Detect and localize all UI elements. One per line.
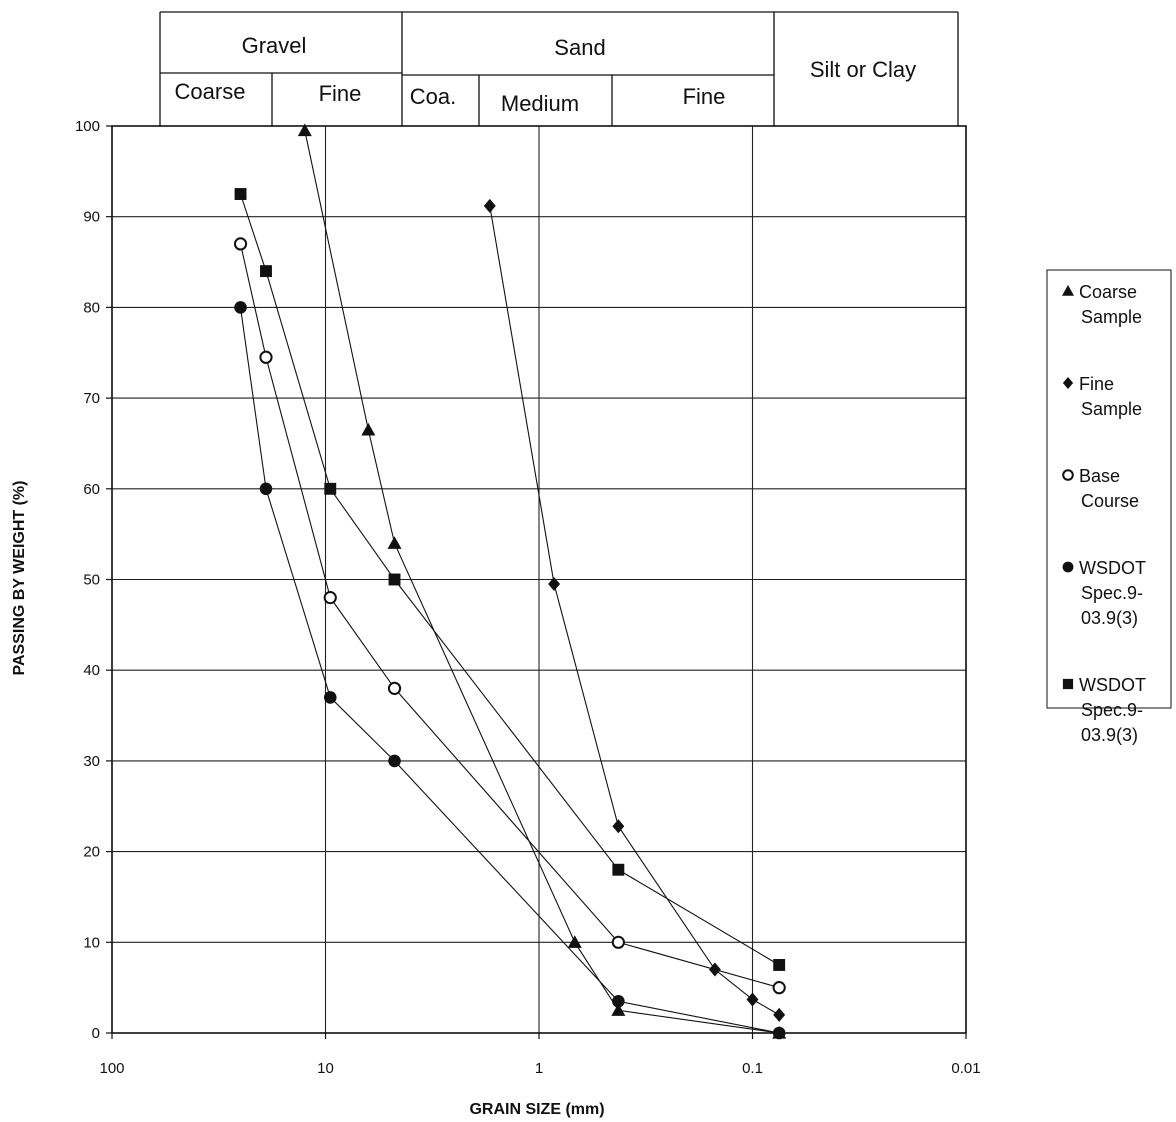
y-tick-label: 0 <box>92 1025 100 1042</box>
legend-label: Sample <box>1081 399 1142 419</box>
data-point <box>773 959 786 971</box>
data-point <box>361 422 376 436</box>
legend-label: WSDOT <box>1079 558 1146 578</box>
data-point <box>772 981 786 995</box>
x-tick-label: 100 <box>99 1060 124 1077</box>
gravel-fine-label: Fine <box>319 81 362 106</box>
y-tick-label: 30 <box>83 753 100 770</box>
series-line <box>239 243 780 989</box>
data-point <box>611 1003 626 1016</box>
series-line <box>239 307 780 1034</box>
y-tick-label: 90 <box>83 209 100 226</box>
sand-fine-label: Fine <box>683 84 726 109</box>
legend-label: Fine <box>1079 374 1114 394</box>
x-axis-title: GRAIN SIZE (mm) <box>469 1101 604 1118</box>
y-tick-label: 40 <box>83 662 100 679</box>
x-tick-label: 0.1 <box>742 1060 763 1077</box>
data-point <box>483 198 496 213</box>
data-point <box>234 301 247 314</box>
data-point <box>387 536 402 549</box>
legend-label: Spec.9- <box>1081 583 1143 603</box>
legend-label: WSDOT <box>1079 675 1146 695</box>
series-line <box>239 193 780 966</box>
series-triangle <box>297 123 787 1039</box>
data-point <box>388 573 401 586</box>
y-tick-label: 20 <box>83 844 100 861</box>
data-point <box>324 482 337 495</box>
data-point <box>259 482 273 496</box>
x-axis-ticks: 100 10 1 0.1 0.01 <box>99 1033 981 1077</box>
data-point <box>323 691 337 704</box>
y-tick-label: 80 <box>83 299 100 316</box>
sand-coarse-label: Coa. <box>410 84 456 109</box>
series-circle <box>234 301 786 1040</box>
x-tick-label: 1 <box>535 1060 543 1077</box>
data-point <box>548 577 561 592</box>
gravel-label: Gravel <box>242 33 307 58</box>
legend-label: Sample <box>1081 307 1142 327</box>
y-tick-label: 60 <box>83 481 100 498</box>
series-square <box>234 188 786 971</box>
series-circle-open <box>233 237 786 995</box>
legend-marker <box>1062 377 1074 389</box>
legend-marker <box>1062 285 1074 296</box>
series-diamond <box>483 198 786 1022</box>
legend-label: 03.9(3) <box>1081 608 1138 628</box>
data-point <box>323 591 337 605</box>
legend-label: 03.9(3) <box>1081 725 1138 745</box>
y-axis-ticks: 0 10 20 30 40 50 60 70 80 90 100 <box>75 118 112 1042</box>
data-point <box>772 1026 786 1040</box>
sand-label: Sand <box>554 35 605 60</box>
data-point <box>612 863 625 876</box>
x-tick-label: 10 <box>317 1060 334 1077</box>
plot-grid <box>111 125 967 1034</box>
legend-marker <box>1062 678 1074 690</box>
legend-label: Coarse <box>1079 282 1137 302</box>
data-point <box>297 123 312 137</box>
data-point <box>567 935 582 948</box>
series-line <box>489 205 780 1016</box>
series-line <box>304 130 780 1034</box>
data-point <box>387 681 402 695</box>
y-tick-label: 70 <box>83 390 100 407</box>
legend: Coarse Sample Fine Sample Base Course WSDOT Spe… <box>1046 269 1172 745</box>
soil-classification-table: Gravel Sand Silt or Clay Coarse Fine Coa… <box>159 11 959 126</box>
y-axis-title: PASSING BY WEIGHT (%) <box>11 481 28 676</box>
legend-box <box>1046 269 1172 709</box>
silt-clay-label: Silt or Clay <box>810 57 916 82</box>
data-point <box>260 265 272 278</box>
data-point <box>746 992 759 1007</box>
legend-label: Course <box>1081 491 1139 511</box>
data-point <box>234 188 247 200</box>
data-point <box>612 819 625 834</box>
data-point <box>773 1007 786 1022</box>
legend-marker <box>1062 561 1074 573</box>
legend-marker <box>1062 469 1074 481</box>
data-point <box>259 350 273 364</box>
data-point <box>388 754 401 768</box>
sand-medium-label: Medium <box>501 91 579 116</box>
data-point <box>233 237 248 251</box>
legend-label: Base <box>1079 466 1120 486</box>
legend-label: Spec.9- <box>1081 700 1143 720</box>
x-tick-label: 0.01 <box>951 1060 980 1077</box>
data-point <box>612 994 625 1008</box>
data-series <box>233 123 787 1040</box>
y-tick-label: 100 <box>75 118 100 135</box>
gravel-coarse-label: Coarse <box>175 79 246 104</box>
data-point <box>611 935 625 949</box>
y-tick-label: 10 <box>83 934 100 951</box>
y-tick-label: 50 <box>83 572 100 589</box>
